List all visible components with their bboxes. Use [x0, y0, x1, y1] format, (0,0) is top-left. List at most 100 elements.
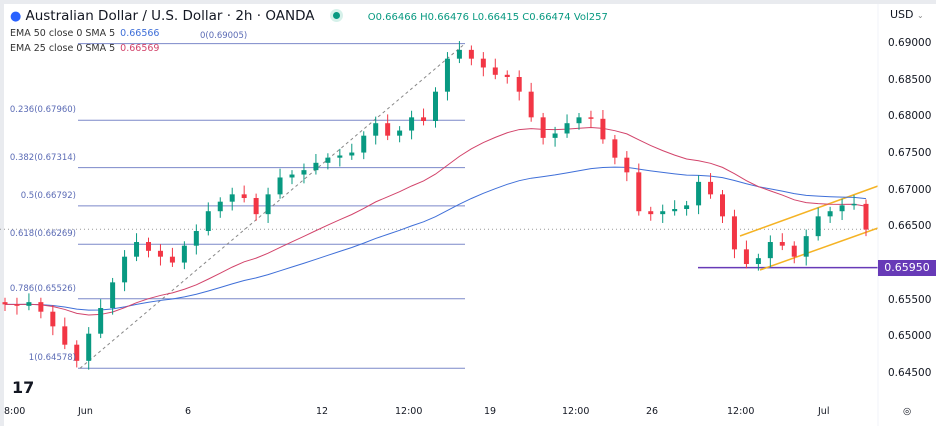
- candle-body: [863, 203, 869, 230]
- indicator-ema25[interactable]: EMA 25 close 0 SMA 5 0.66569: [10, 43, 159, 54]
- candle-body: [564, 123, 570, 134]
- candle-body: [313, 162, 319, 171]
- candle-body: [50, 311, 56, 327]
- candle-body: [110, 282, 116, 309]
- indicator-label: EMA 50 close 0 SMA 5: [10, 28, 116, 39]
- candle-body: [708, 181, 714, 195]
- candle-body: [146, 242, 151, 251]
- candle-body: [193, 231, 199, 246]
- symbol-title[interactable]: Australian Dollar / U.S. Dollar · 2h · O…: [25, 8, 315, 24]
- candle-body: [229, 194, 235, 202]
- market-status-icon: [332, 12, 340, 19]
- candle-body: [720, 194, 725, 217]
- candle-body: [684, 205, 690, 210]
- candle-body: [672, 209, 678, 212]
- candle-body: [421, 117, 427, 122]
- price-tick: 0.69000: [888, 37, 932, 49]
- candle-body: [277, 177, 283, 195]
- candle-body: [779, 242, 785, 246]
- indicator-value: 0.66569: [120, 43, 160, 54]
- price-tick: 0.67000: [888, 183, 932, 196]
- chart-legend: ● Australian Dollar / U.S. Dollar · 2h ·…: [10, 8, 608, 24]
- candle-body: [648, 211, 654, 215]
- settings-icon[interactable]: ◎: [903, 406, 912, 417]
- candle-body: [337, 155, 343, 158]
- time-tick: Jun: [78, 406, 93, 417]
- candle-body: [755, 258, 761, 265]
- candle-body: [122, 256, 128, 283]
- price-tick: 0.68500: [888, 73, 932, 86]
- fib-level-label: 0(0.69005): [200, 30, 248, 41]
- candle-body: [588, 117, 594, 119]
- candle-body: [38, 302, 44, 312]
- candle-body: [600, 118, 606, 140]
- currency-selector[interactable]: USD ⌄: [890, 8, 924, 21]
- candle-body: [660, 211, 666, 215]
- candle-body: [827, 211, 833, 217]
- candle-body: [169, 256, 175, 263]
- candle-body: [205, 211, 211, 232]
- time-tick: 12: [316, 406, 329, 417]
- candle-body: [409, 117, 415, 131]
- candle-body: [516, 77, 522, 92]
- indicator-value: 0.66566: [120, 28, 160, 39]
- candle-body: [385, 123, 391, 136]
- candle-body: [767, 242, 773, 259]
- support-price-marker: 0.65950: [878, 260, 936, 276]
- indicator-label: EMA 25 close 0 SMA 5: [10, 43, 116, 54]
- ohlc-readout: O0.66466 H0.66476 L0.66415 C0.66474 Vol2…: [367, 12, 608, 23]
- left-border: [0, 0, 4, 426]
- indicator-ema50[interactable]: EMA 50 close 0 SMA 5 0.66566: [10, 28, 159, 39]
- time-tick: 12:00: [562, 406, 590, 417]
- candle-body: [253, 198, 259, 215]
- top-border: [0, 0, 936, 4]
- fib-level-label: 0.236(0.67960): [9, 105, 76, 116]
- candle-body: [361, 135, 367, 153]
- candle-body: [576, 117, 582, 124]
- candle-body: [433, 91, 438, 122]
- price-tick: 0.67500: [888, 147, 932, 159]
- time-tick: Jul: [818, 406, 830, 417]
- price-tick: 0.64500: [888, 367, 932, 380]
- fib-level-label: 0.382(0.67314): [9, 152, 76, 163]
- currency-label: USD: [890, 8, 914, 21]
- candle-body: [636, 172, 642, 212]
- candle-body: [289, 174, 295, 178]
- chevron-down-icon: ⌄: [917, 11, 924, 20]
- candle-body: [265, 194, 271, 215]
- ema-50-line: [4, 166, 867, 311]
- candle-body: [480, 58, 486, 68]
- candle-body: [839, 205, 845, 212]
- candle-body: [62, 326, 68, 345]
- candle-body: [815, 216, 821, 237]
- candle-body: [349, 152, 355, 156]
- fib-level-label: 1(0.64578): [28, 353, 76, 364]
- candle-body: [134, 242, 140, 257]
- candle-body: [468, 49, 474, 59]
- time-tick: 19: [484, 406, 497, 417]
- candle-body: [373, 123, 379, 136]
- ema-25-line: [4, 127, 867, 316]
- tradingview-logo[interactable]: 17: [12, 378, 35, 397]
- fib-level-label: 0.618(0.66269): [9, 229, 76, 240]
- currency-flag-icon: ●: [10, 9, 22, 24]
- candle-body: [14, 304, 20, 306]
- candle-body: [74, 344, 80, 361]
- time-tick: 8:00: [4, 406, 26, 417]
- candle-body: [612, 139, 618, 158]
- candle-body: [181, 245, 187, 263]
- candle-body: [696, 181, 702, 206]
- candle-body: [26, 302, 32, 306]
- candle-body: [217, 201, 223, 212]
- candle-body: [86, 333, 92, 361]
- candle-body: [624, 157, 630, 173]
- fib-level-label: 0.5(0.66792): [20, 190, 76, 201]
- time-tick: 12:00: [395, 406, 423, 417]
- candle-body: [791, 245, 797, 257]
- candle-body: [241, 194, 247, 199]
- candle-body: [157, 250, 163, 257]
- candle-body: [325, 157, 331, 163]
- candle-body: [2, 302, 8, 305]
- candle-body: [851, 203, 857, 206]
